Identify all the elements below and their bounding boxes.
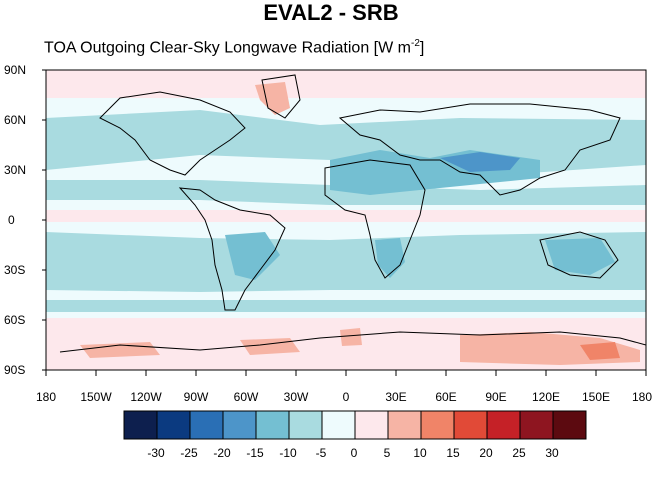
lat-label: 60S [4, 313, 26, 327]
eurasia-coast [338, 103, 621, 196]
plot-subtitle: TOA Outgoing Clear-Sky Longwave Radiatio… [44, 34, 424, 58]
lon-label: 60E [435, 390, 457, 404]
coastlines [59, 74, 646, 353]
south-subtropic-band [46, 232, 646, 292]
colorbar-box [321, 410, 356, 440]
colorbar-box [486, 410, 521, 440]
colorbar-box [189, 410, 224, 440]
north-subtropic-band [46, 180, 646, 205]
colorbar-box [519, 410, 554, 440]
antarctica-coast [59, 331, 646, 353]
lat-label: 60N [4, 113, 27, 127]
subtitle-superscript: -2 [410, 38, 420, 49]
dml-patch [340, 328, 362, 346]
colorbar-box [156, 410, 191, 440]
colorbar-label: 0 [350, 446, 358, 460]
colorbar-label: 5 [383, 446, 391, 460]
colorbar-box [354, 410, 389, 440]
greenland-coast [261, 74, 301, 119]
colorbar-box [420, 410, 455, 440]
south-america-coast [178, 187, 286, 311]
lat-label: 90S [4, 363, 26, 377]
colorbar-label: -5 [315, 446, 327, 460]
figure-title: EVAL2 - SRB [263, 0, 399, 25]
arctic-band [46, 70, 646, 98]
tibet-patch [440, 152, 520, 172]
south-africa-patch [375, 238, 405, 278]
lat-label: 30S [4, 263, 26, 277]
colorbar-box [552, 410, 587, 440]
colorbar-label: 15 [446, 446, 460, 460]
colorbar-box [288, 410, 323, 440]
lon-label: 0 [342, 390, 350, 404]
equatorial-band [46, 210, 646, 222]
north-america-coast [99, 91, 246, 176]
colorbar-label: 20 [479, 446, 493, 460]
colorbar-box [255, 410, 290, 440]
lon-label: 150W [80, 390, 112, 404]
australia-patch [545, 238, 615, 275]
colorbar-box [453, 410, 488, 440]
lon-label: 90W [183, 390, 209, 404]
lon-label: 180 [35, 390, 57, 404]
axis-ticks [42, 69, 647, 376]
colorbar-label: -20 [213, 446, 231, 460]
africa-coast [324, 159, 426, 279]
subtitle-close: ] [419, 39, 425, 57]
colorbar-label: -30 [147, 446, 165, 460]
lat-label: 30N [4, 163, 27, 177]
subtitle-text: TOA Outgoing Clear-Sky Longwave Radiatio… [44, 39, 411, 57]
colorbar-label: 25 [512, 446, 526, 460]
lon-label: 30E [385, 390, 407, 404]
anomaly-field [46, 70, 646, 370]
lon-label: 120W [130, 390, 162, 404]
colorbar-boxes [123, 410, 587, 440]
colorbar-box [123, 410, 158, 440]
southern-ocean-band [46, 300, 646, 312]
lon-label: 30W [283, 390, 309, 404]
lon-label: 60W [233, 390, 259, 404]
colorbar-label: 10 [413, 446, 427, 460]
colorbar-label: -15 [246, 446, 264, 460]
colorbar-box [387, 410, 422, 440]
colorbar-label: -25 [180, 446, 198, 460]
lon-label: 120E [531, 390, 561, 404]
colorbar-label: -10 [279, 446, 297, 460]
east-antarctica-strong-patch [580, 342, 620, 360]
colorbar-box [222, 410, 257, 440]
lat-label: 0 [8, 213, 15, 227]
lon-label: 180 [631, 390, 653, 404]
australia-coast [539, 231, 619, 279]
lat-label: 90N [4, 63, 27, 77]
colorbar-label: 30 [545, 446, 559, 460]
lon-label: 150E [581, 390, 611, 404]
lon-label: 90E [485, 390, 507, 404]
south-america-patch [225, 232, 280, 280]
